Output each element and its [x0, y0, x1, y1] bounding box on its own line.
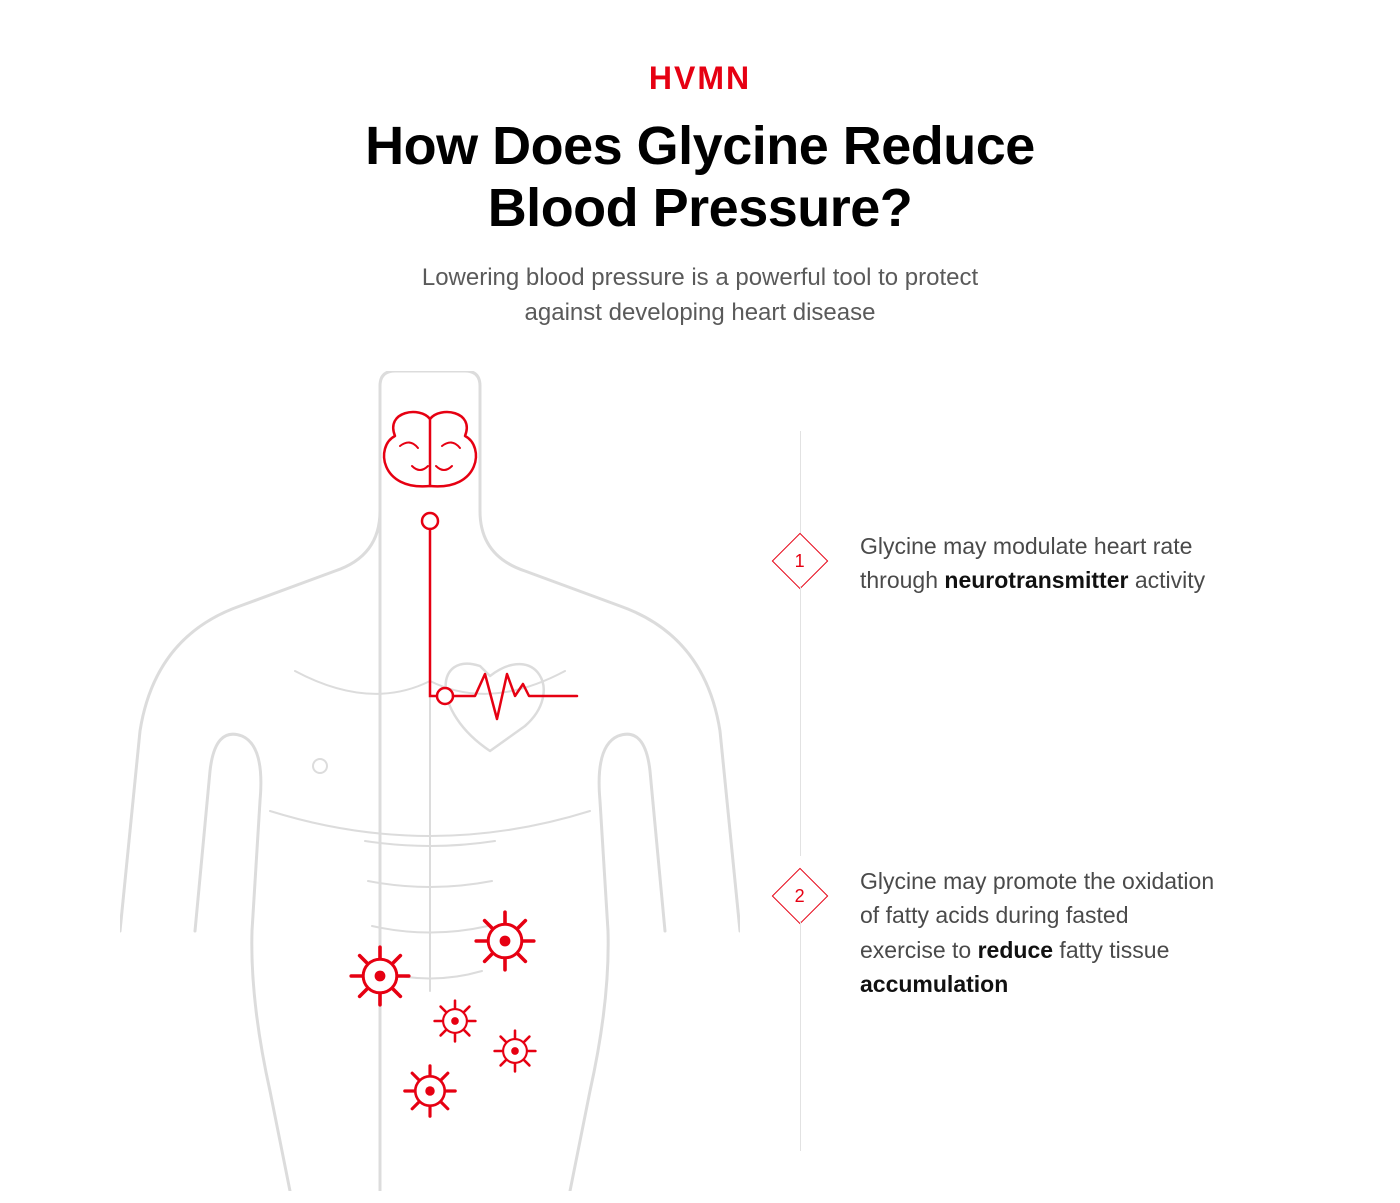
- callout-text: activity: [1128, 567, 1205, 593]
- callout-bold: reduce: [978, 937, 1053, 963]
- title-line-2: Blood Pressure?: [488, 178, 913, 238]
- number-marker-label: 2: [795, 885, 805, 906]
- content-area: 1 Glycine may modulate heart rate through…: [0, 371, 1400, 1191]
- page-title: How Does Glycine Reduce Blood Pressure?: [0, 115, 1400, 239]
- callout-text: fatty tissue: [1053, 937, 1169, 963]
- page-subtitle: Lowering blood pressure is a powerful to…: [0, 261, 1400, 331]
- number-marker-label: 1: [795, 550, 805, 571]
- callout-bold: neurotransmitter: [944, 567, 1128, 593]
- brand-logo: HVMN: [0, 60, 1400, 97]
- body-diagram: [120, 371, 740, 1191]
- divider-line: [800, 431, 801, 541]
- infographic-container: HVMN How Does Glycine Reduce Blood Press…: [0, 0, 1400, 1203]
- number-marker-1: 1: [772, 532, 829, 589]
- title-line-1: How Does Glycine Reduce: [365, 116, 1035, 176]
- callout-1: Glycine may modulate heart rate through …: [860, 529, 1220, 598]
- callout-bold: accumulation: [860, 971, 1008, 997]
- number-marker-2: 2: [772, 867, 829, 924]
- subtitle-line-2: against developing heart disease: [525, 299, 876, 326]
- callout-2: Glycine may promote the oxidation of fat…: [860, 864, 1220, 1002]
- divider-line: [800, 921, 801, 1151]
- subtitle-line-1: Lowering blood pressure is a powerful to…: [422, 264, 978, 291]
- divider-line: [800, 586, 801, 856]
